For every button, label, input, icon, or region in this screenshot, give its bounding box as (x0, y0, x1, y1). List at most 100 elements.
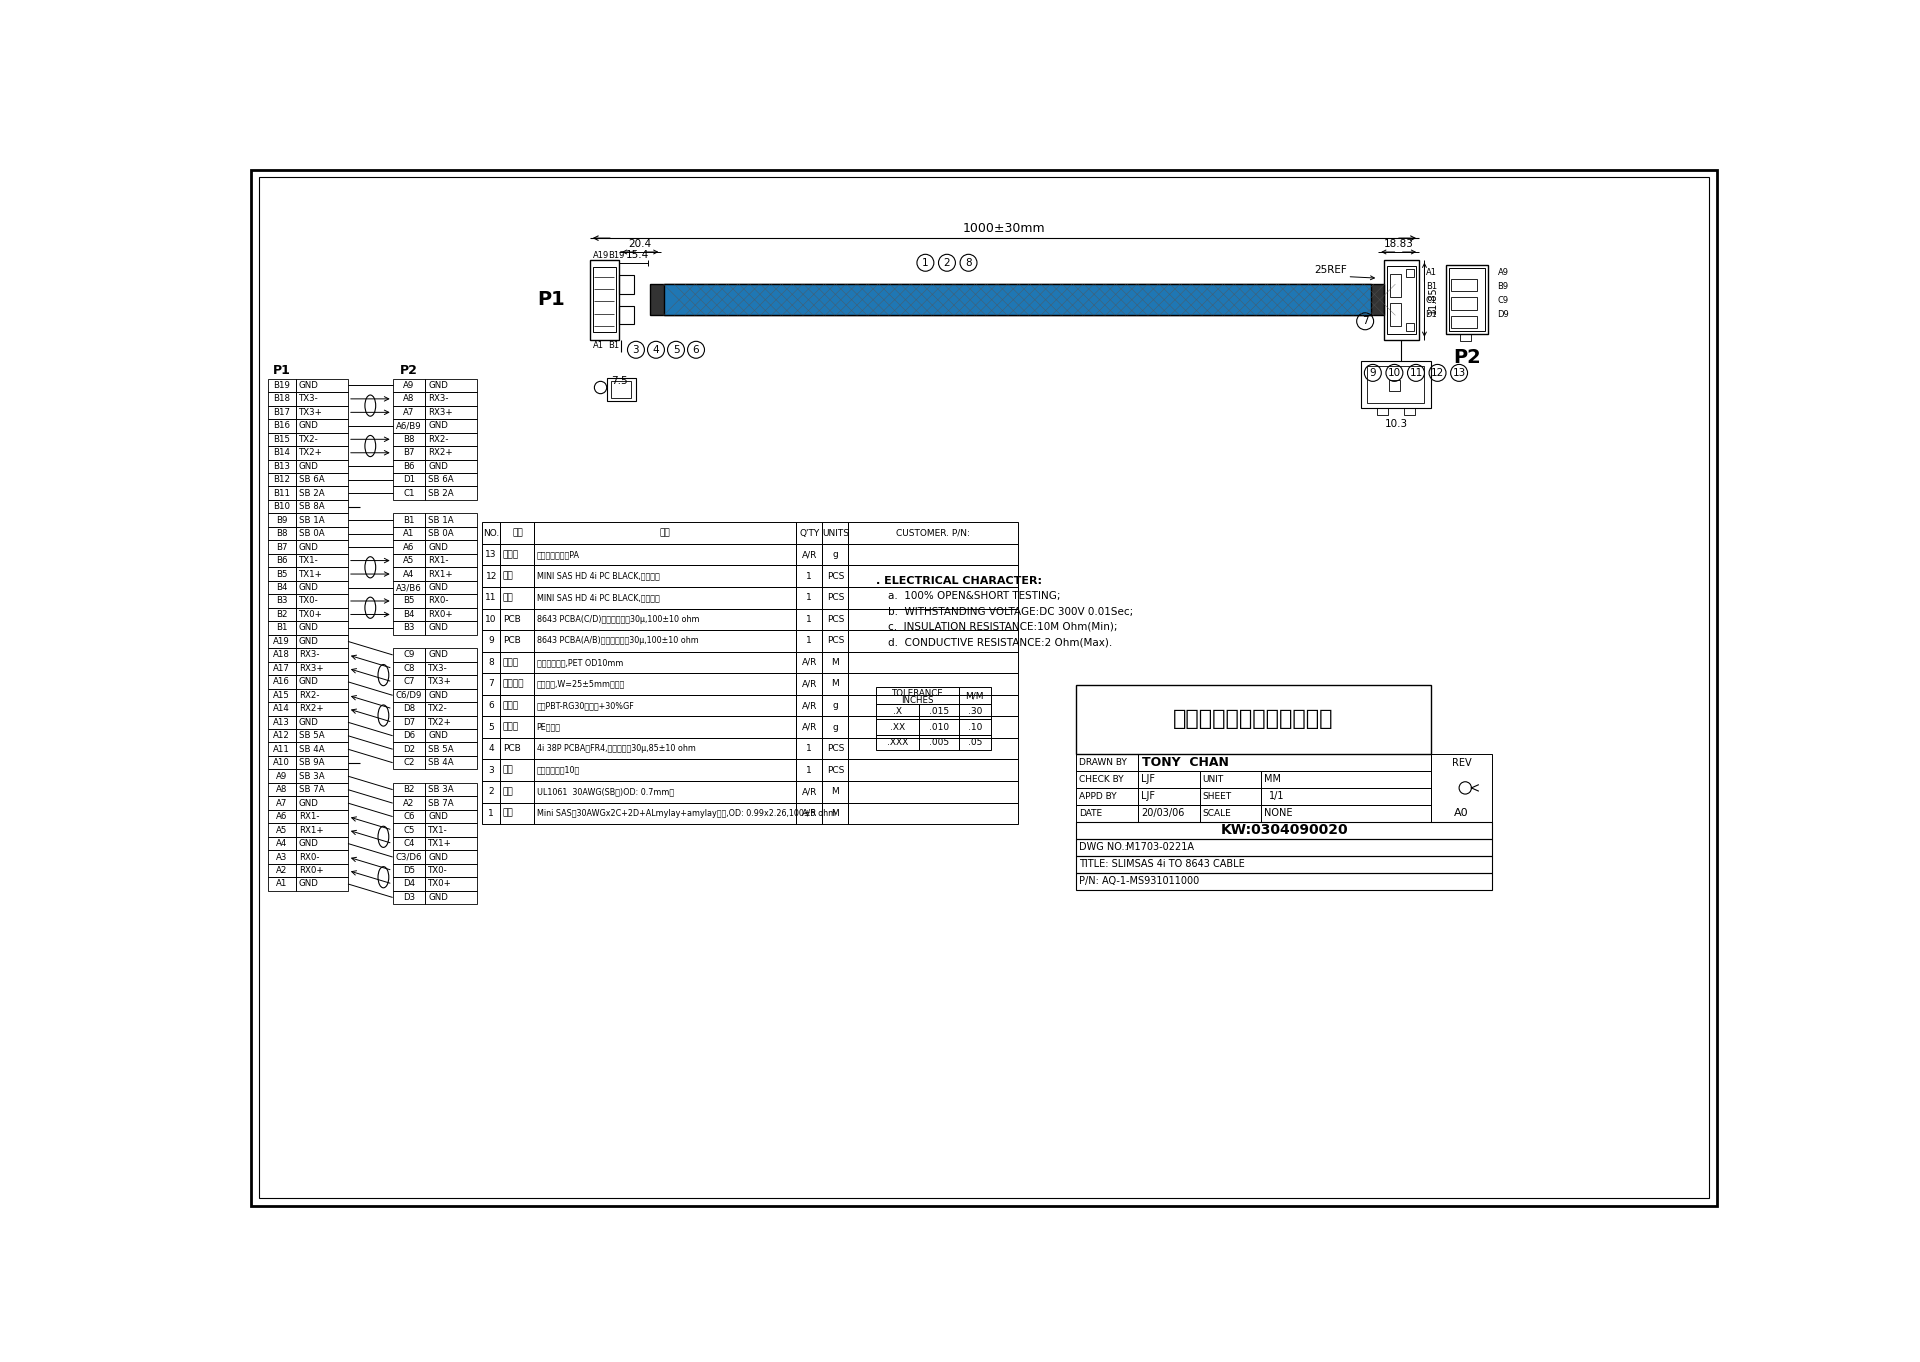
Text: MM: MM (1263, 775, 1281, 785)
Bar (296, 701, 348, 715)
Text: GND: GND (300, 798, 319, 808)
Bar (424, 607, 478, 621)
Text: PCB: PCB (503, 744, 520, 753)
Text: A9: A9 (1498, 268, 1509, 278)
Bar (1430, 755, 1492, 821)
Text: C9: C9 (403, 651, 415, 659)
Bar (1077, 839, 1492, 855)
Bar (424, 756, 478, 770)
Text: 编织网，黑色,PET OD10mm: 编织网，黑色,PET OD10mm (536, 658, 622, 667)
Bar (296, 392, 348, 406)
Text: UNIT: UNIT (1202, 775, 1223, 785)
Text: SB 4A: SB 4A (300, 745, 324, 753)
Bar (822, 631, 849, 651)
Bar (482, 543, 501, 565)
Bar (424, 824, 478, 836)
Bar (501, 738, 534, 760)
Bar (269, 810, 296, 824)
Bar (664, 285, 1371, 315)
Bar (797, 738, 822, 760)
Text: B4: B4 (403, 610, 415, 618)
Bar (482, 760, 501, 780)
Text: TX2-: TX2- (428, 704, 447, 714)
Text: 11: 11 (1409, 368, 1423, 377)
Text: A4: A4 (276, 839, 288, 849)
Text: GND: GND (300, 677, 319, 686)
Text: TONY  CHAN: TONY CHAN (1142, 756, 1229, 770)
Text: 1: 1 (806, 636, 812, 646)
Bar (822, 716, 849, 738)
Text: A16: A16 (273, 677, 290, 686)
Bar (269, 419, 296, 433)
Text: M1703-0221A: M1703-0221A (1125, 842, 1194, 853)
Text: 2: 2 (488, 787, 493, 797)
Text: RX3-: RX3- (300, 651, 319, 659)
Text: D5: D5 (403, 866, 415, 874)
Text: D3: D3 (403, 893, 415, 902)
Text: c.  INSULATION RESISTANCE:10M Ohm(Min);: c. INSULATION RESISTANCE:10M Ohm(Min); (887, 622, 1117, 632)
Text: .X: .X (893, 707, 902, 716)
Bar (534, 543, 797, 565)
Bar (501, 673, 534, 695)
Text: GND: GND (300, 637, 319, 646)
Text: GND: GND (300, 839, 319, 849)
Bar (296, 635, 348, 648)
Bar (392, 648, 424, 662)
Text: .XX: .XX (889, 723, 904, 731)
Bar (269, 445, 296, 459)
Text: A/R: A/R (801, 723, 816, 731)
Bar (296, 433, 348, 445)
Text: 4: 4 (653, 345, 659, 354)
Text: A5: A5 (276, 825, 288, 835)
Bar (296, 756, 348, 770)
Text: DWG NO.:: DWG NO.: (1079, 842, 1129, 853)
Text: 25REF: 25REF (1313, 266, 1346, 275)
Text: GND: GND (428, 542, 447, 552)
Bar (296, 513, 348, 527)
Bar (822, 587, 849, 609)
Bar (1384, 260, 1419, 339)
Text: A1: A1 (276, 880, 288, 888)
Text: SB 4A: SB 4A (428, 759, 453, 767)
Text: a.  100% OPEN&SHORT TESTING;: a. 100% OPEN&SHORT TESTING; (887, 591, 1060, 601)
Text: C2: C2 (403, 759, 415, 767)
Text: A4: A4 (403, 569, 415, 579)
Bar (392, 513, 424, 527)
Text: 11.85: 11.85 (1428, 286, 1438, 313)
Text: GND: GND (428, 731, 447, 740)
Bar (849, 543, 1018, 565)
Text: A/R: A/R (801, 658, 816, 667)
Bar (269, 568, 296, 580)
Text: 10.3: 10.3 (1384, 419, 1407, 429)
Bar (1371, 285, 1384, 315)
Bar (269, 406, 296, 419)
Text: GND: GND (428, 691, 447, 700)
Text: .XXX: .XXX (887, 738, 908, 746)
Bar (424, 406, 478, 419)
Bar (392, 662, 424, 676)
Text: .010: .010 (929, 723, 948, 731)
Bar (392, 742, 424, 756)
Text: RX2-: RX2- (428, 434, 449, 444)
Bar (269, 676, 296, 689)
Text: TX0-: TX0- (300, 597, 319, 606)
Text: 主体: 主体 (503, 594, 513, 602)
Bar (392, 554, 424, 568)
Bar (1367, 366, 1425, 403)
Text: .10: .10 (968, 723, 981, 731)
Bar (1077, 755, 1139, 771)
Bar (424, 527, 478, 541)
Text: 12: 12 (486, 572, 497, 580)
Text: M: M (831, 809, 839, 817)
Bar (1139, 805, 1200, 821)
Bar (269, 607, 296, 621)
Bar (392, 797, 424, 810)
Text: D2: D2 (403, 745, 415, 753)
Bar (1459, 335, 1471, 340)
Text: MINI SAS HD 4i PC BLACK,外壳后塞: MINI SAS HD 4i PC BLACK,外壳后塞 (536, 572, 659, 580)
Text: 6: 6 (488, 701, 493, 710)
Bar (269, 864, 296, 877)
Bar (296, 500, 348, 513)
Bar (296, 621, 348, 635)
Bar (849, 587, 1018, 609)
